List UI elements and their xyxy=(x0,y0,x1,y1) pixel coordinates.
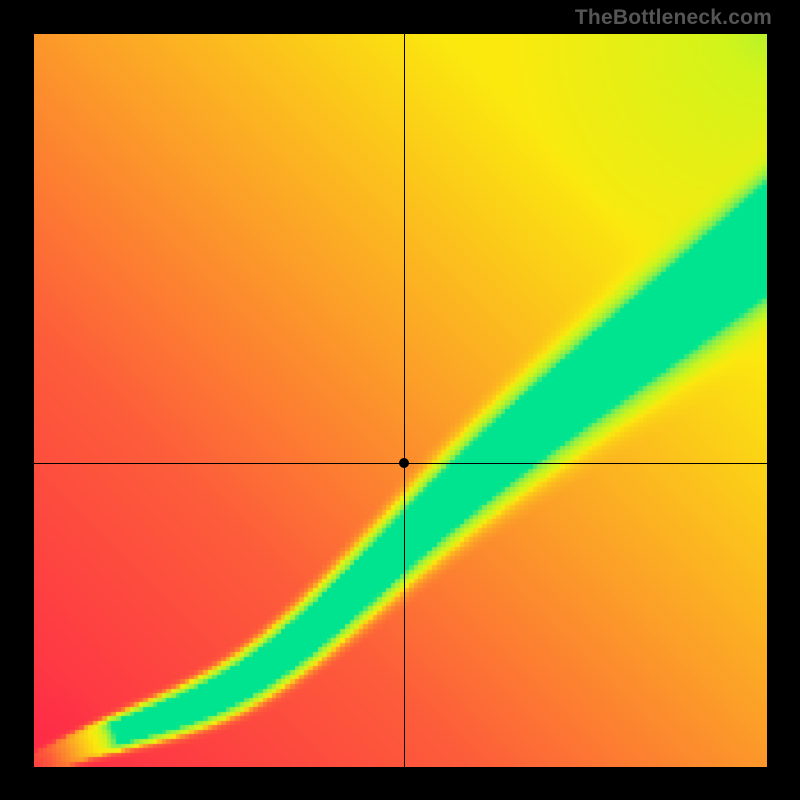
heatmap-canvas xyxy=(34,34,767,767)
crosshair-marker xyxy=(399,458,409,468)
watermark-text: TheBottleneck.com xyxy=(575,6,772,30)
chart-container: TheBottleneck.com xyxy=(0,0,800,800)
crosshair-vertical xyxy=(404,34,405,767)
